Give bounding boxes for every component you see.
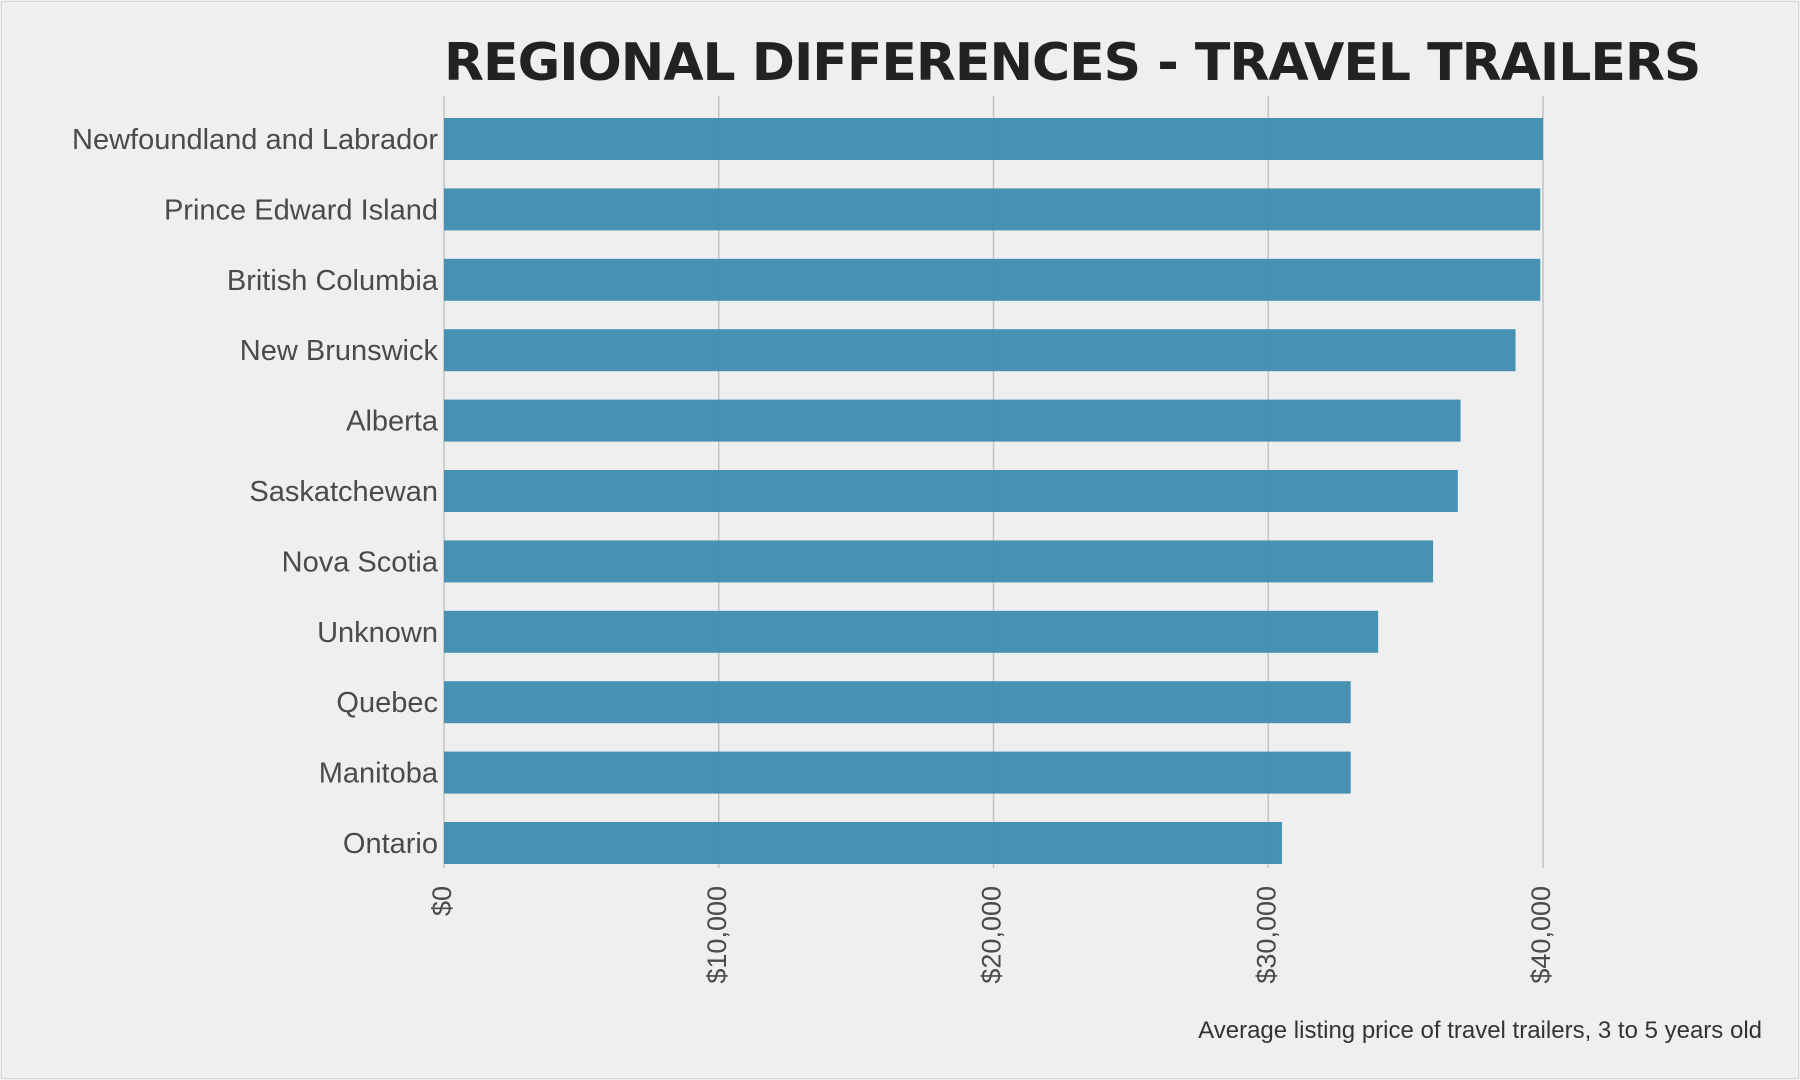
bar [444, 681, 1351, 724]
bar [444, 540, 1434, 583]
category-label: Unknown [317, 617, 438, 649]
category-label: New Brunswick [240, 335, 439, 367]
x-tick-label: $40,000 [1526, 886, 1556, 984]
bar [444, 118, 1543, 160]
category-labels: Newfoundland and Labrador Prince Edward I… [72, 124, 439, 860]
bar [444, 610, 1379, 653]
x-axis-label: Average listing price of travel trailers… [1198, 1017, 1762, 1044]
bar [444, 258, 1541, 301]
category-label: Ontario [343, 828, 438, 860]
x-tick-label: $0 [427, 886, 457, 916]
category-label: Nova Scotia [282, 546, 439, 578]
x-tick-labels: $0 $10,000 $20,000 $30,000 $40,000 [427, 886, 1556, 984]
chart-title: REGIONAL DIFFERENCES - TRAVEL TRAILERS [444, 33, 1700, 93]
category-label: Manitoba [319, 758, 439, 790]
bars [444, 118, 1543, 864]
x-tick-label: $30,000 [1251, 886, 1281, 984]
bar [444, 470, 1458, 512]
bar [444, 822, 1282, 864]
category-label: Quebec [336, 687, 438, 719]
category-label: Newfoundland and Labrador [72, 124, 438, 156]
category-label: Prince Edward Island [164, 194, 438, 226]
x-tick-label: $20,000 [977, 886, 1007, 984]
bar [444, 399, 1461, 442]
bar [444, 329, 1516, 372]
bar [444, 751, 1351, 794]
category-label: Alberta [346, 406, 439, 438]
x-tick-label: $10,000 [702, 886, 732, 984]
bar [444, 188, 1541, 231]
category-label: British Columbia [227, 265, 439, 297]
category-label: Saskatchewan [249, 476, 438, 508]
